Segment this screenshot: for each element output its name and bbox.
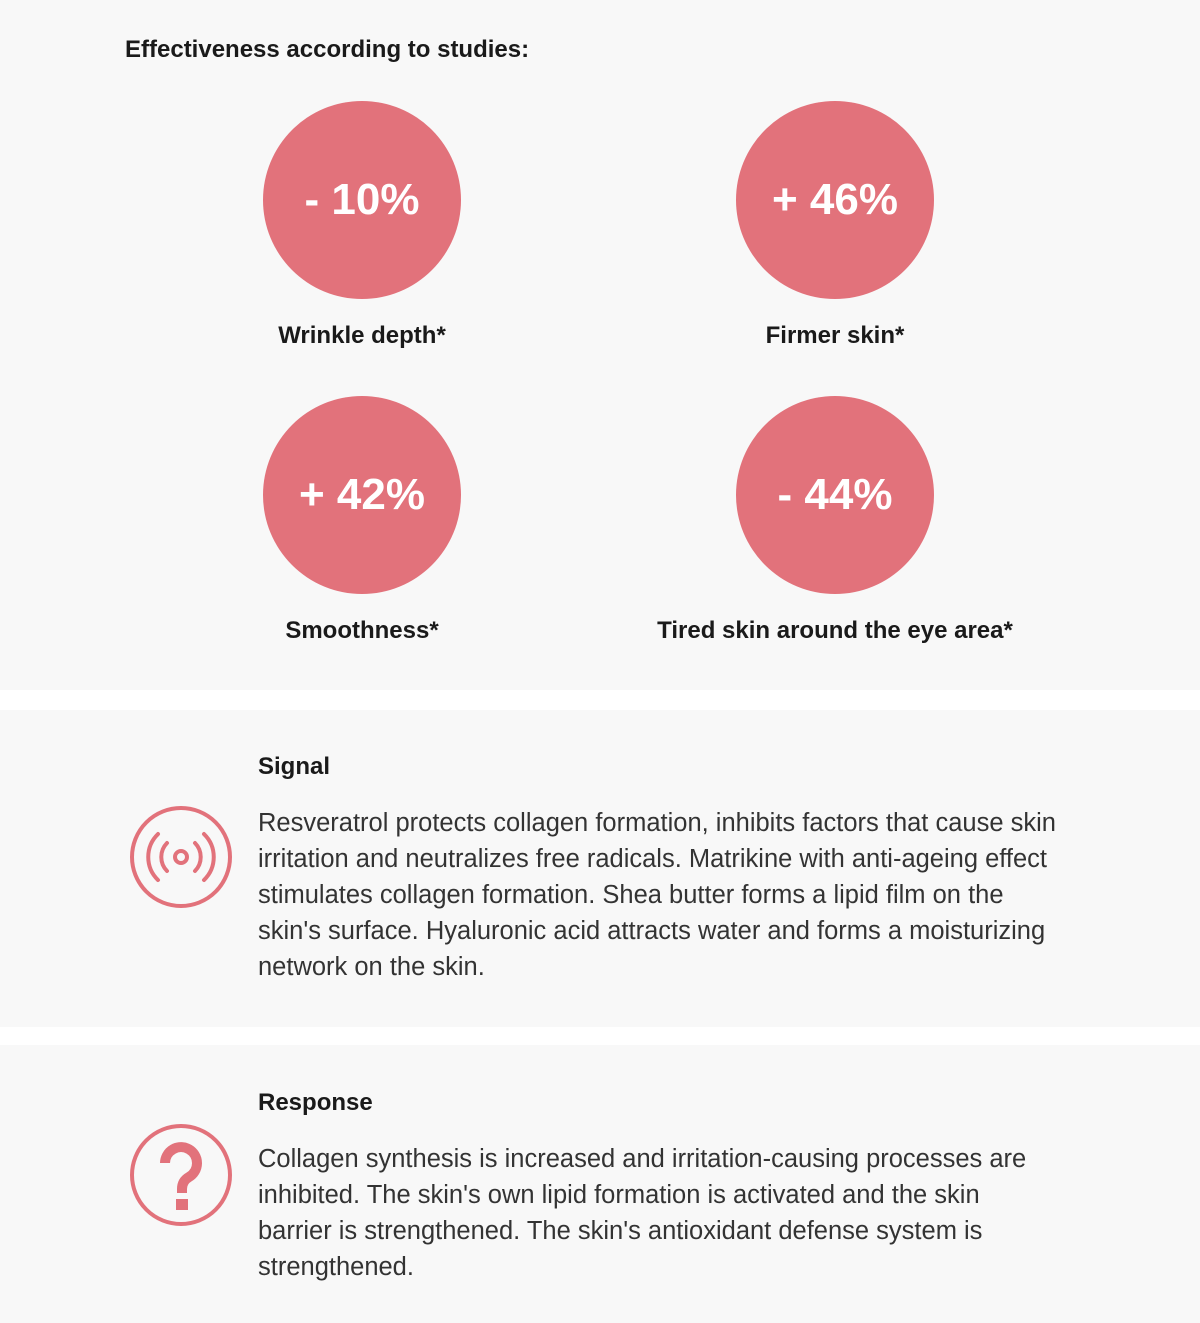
signal-icon [130, 806, 232, 908]
section-text: Resveratrol protects collagen formation,… [258, 809, 1056, 981]
effectiveness-panel: Effectiveness according to studies: - 10… [125, 36, 1013, 644]
stat-circle: + 42% [263, 396, 461, 594]
section-title: Effectiveness according to studies: [125, 36, 530, 63]
stat-circle: - 44% [736, 396, 934, 594]
stat-label: Firmer skin* [765, 322, 905, 349]
stat-circle: - 10% [263, 101, 461, 299]
stat-label: Smoothness* [285, 617, 439, 644]
section-heading: Response [258, 1089, 373, 1116]
signal-panel: Signal Resveratrol protects collagen for… [0, 710, 1200, 1027]
question-icon [130, 1124, 232, 1226]
section-text: Collagen synthesis is increased and irri… [258, 1145, 1027, 1281]
stat-label: Wrinkle depth* [278, 322, 446, 349]
response-panel: Response Collagen synthesis is increased… [0, 1045, 1200, 1323]
stat-circle: + 46% [736, 101, 934, 299]
section-heading: Signal [258, 753, 331, 780]
stat-label: Tired skin around the eye area* [657, 617, 1013, 644]
